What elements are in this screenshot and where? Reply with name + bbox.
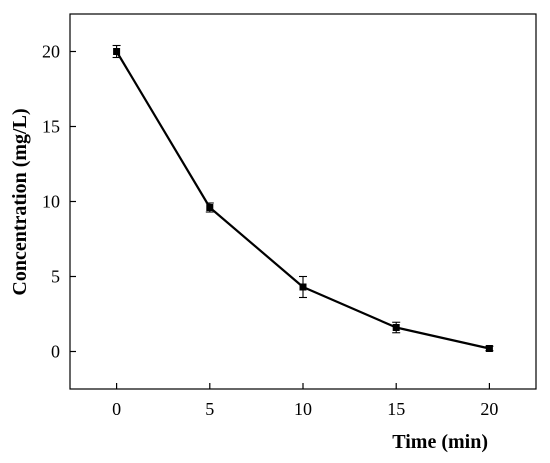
x-tick-label-2: 10 — [294, 399, 312, 419]
data-point-4 — [485, 345, 493, 352]
plot-frame — [69, 13, 537, 390]
x-tick-label-1: 5 — [205, 399, 214, 419]
x-tick-label-4: 20 — [480, 399, 498, 419]
series-line-0 — [115, 50, 490, 350]
y-tick-label-0: 0 — [51, 342, 60, 362]
x-axis: 0 5 10 15 20 — [112, 383, 498, 419]
data-point-0 — [113, 48, 121, 55]
data-point-3 — [392, 324, 400, 331]
y-axis: 0 5 10 15 20 — [42, 42, 76, 362]
x-axis-title: Time (min) — [392, 431, 488, 453]
y-tick-label-1: 5 — [51, 267, 60, 287]
y-tick-label-2: 10 — [42, 192, 60, 212]
y-tick-label-3: 15 — [42, 117, 60, 137]
y-axis-title: Concentration (mg/L) — [9, 108, 31, 295]
data-point-2 — [299, 283, 307, 291]
x-tick-label-3: 15 — [387, 399, 405, 419]
x-tick-label-0: 0 — [112, 399, 121, 419]
y-tick-label-4: 20 — [42, 42, 60, 62]
series — [112, 44, 494, 352]
data-point-1 — [206, 204, 214, 211]
